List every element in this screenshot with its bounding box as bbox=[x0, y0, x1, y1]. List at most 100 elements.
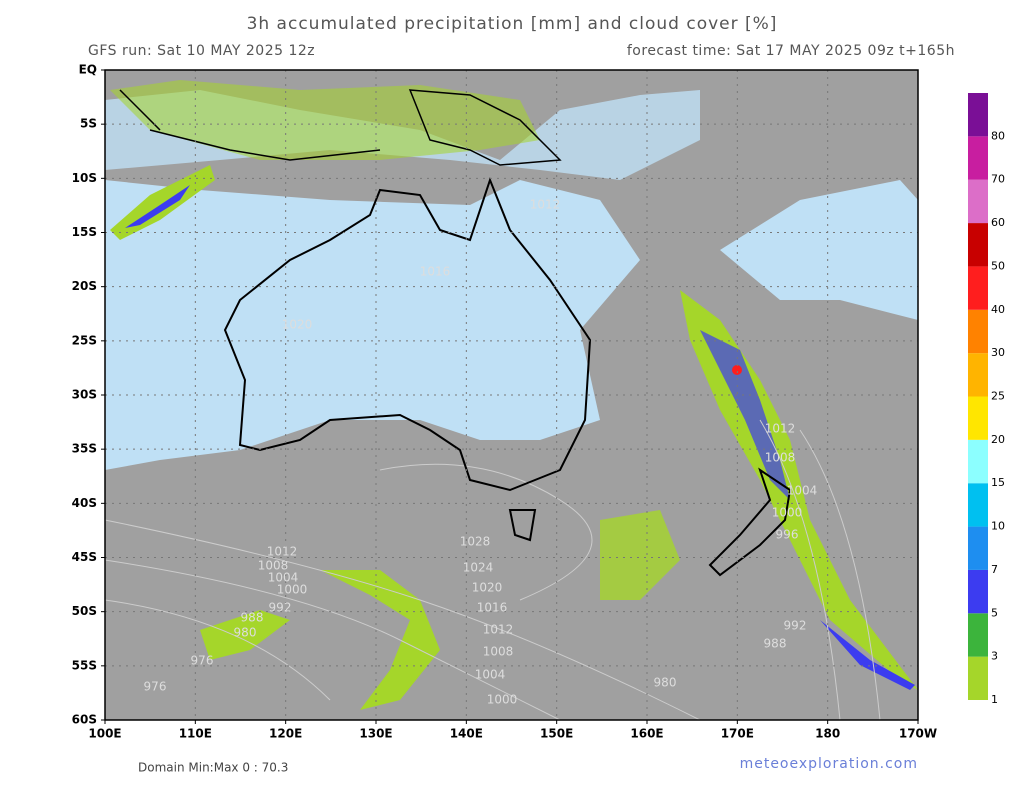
new-guinea-coast bbox=[408, 89, 562, 166]
colorbar-swatch bbox=[968, 656, 988, 700]
colorbar-label: 70 bbox=[991, 173, 1005, 186]
colorbar-swatch bbox=[968, 613, 988, 657]
colorbar-label: 25 bbox=[991, 390, 1005, 403]
lat-label: 45S bbox=[72, 550, 97, 564]
colorbar-label: 15 bbox=[991, 476, 1005, 489]
isobar-label: 996 bbox=[776, 528, 799, 542]
lat-label: 5S bbox=[80, 117, 97, 131]
isobar-label: 976 bbox=[191, 654, 214, 668]
rain-band bbox=[700, 330, 790, 500]
tasmania-coast bbox=[508, 509, 537, 542]
rain-band bbox=[600, 510, 680, 600]
colorbar-swatch bbox=[968, 569, 988, 614]
colorbar-swatch bbox=[968, 309, 988, 354]
colorbar-label: 10 bbox=[991, 520, 1005, 533]
lon-label: 130E bbox=[359, 727, 392, 741]
lon-label: 170E bbox=[721, 727, 754, 741]
new-zealand-coast bbox=[708, 467, 792, 577]
lon-label: 150E bbox=[540, 727, 573, 741]
graticule bbox=[105, 70, 918, 720]
lon-label: 170W bbox=[899, 727, 937, 741]
colorbar-label: 3 bbox=[991, 650, 998, 663]
isobar-label: 1016 bbox=[420, 265, 451, 279]
isobar-label: 992 bbox=[269, 601, 292, 615]
colorbar-swatch bbox=[968, 483, 988, 527]
clear-sky bbox=[105, 180, 640, 470]
isobar-label: 1016 bbox=[477, 601, 508, 615]
isobar-label: 1012 bbox=[530, 198, 561, 212]
lat-label: 20S bbox=[72, 279, 97, 293]
labels: EQ5S10S15S20S25S30S35S40S45S50S55S60S100… bbox=[72, 63, 1005, 741]
isobar-label: 1012 bbox=[483, 623, 514, 637]
lat-label: 30S bbox=[72, 388, 97, 402]
isobar-label: 1008 bbox=[483, 645, 514, 659]
colorbar-label: 5 bbox=[991, 606, 998, 619]
isobar-label: 976 bbox=[144, 680, 167, 694]
isobar-label: 1000 bbox=[772, 506, 803, 520]
colorbar-swatch bbox=[968, 93, 988, 137]
colorbar-label: 30 bbox=[991, 346, 1005, 359]
colorbar-swatch bbox=[968, 179, 988, 224]
isobar-label: 980 bbox=[234, 626, 257, 640]
lon-label: 140E bbox=[450, 727, 483, 741]
colorbar-label: 80 bbox=[991, 129, 1005, 142]
source: meteoexploration.com bbox=[740, 756, 918, 772]
lat-label: 40S bbox=[72, 496, 97, 510]
colorbar-label: 50 bbox=[991, 259, 1005, 272]
isobar-label: 988 bbox=[764, 637, 787, 651]
indonesia-coast bbox=[119, 89, 381, 161]
lon-label: 100E bbox=[88, 727, 121, 741]
colorbar-label: 60 bbox=[991, 216, 1005, 229]
isobar-label: 988 bbox=[241, 611, 264, 625]
lat-label: 55S bbox=[72, 658, 97, 672]
lat-label: EQ bbox=[79, 63, 97, 77]
lat-label: 25S bbox=[72, 333, 97, 347]
lat-label: 60S bbox=[72, 713, 97, 727]
colorbar-label: 20 bbox=[991, 433, 1005, 446]
rain-core bbox=[732, 365, 742, 375]
lat-label: 50S bbox=[72, 604, 97, 618]
isobar-label: 1008 bbox=[258, 559, 289, 573]
map bbox=[104, 69, 919, 721]
colorbar-label: 40 bbox=[991, 303, 1005, 316]
colorbar-swatch bbox=[968, 266, 988, 310]
isobar-label: 1024 bbox=[463, 561, 494, 575]
isobar-label: 1004 bbox=[268, 571, 299, 585]
clear-sky bbox=[720, 180, 918, 320]
rain-band bbox=[820, 620, 915, 690]
isobar-label: 980 bbox=[654, 676, 677, 690]
lon-label: 110E bbox=[179, 727, 212, 741]
run-info: GFS run: Sat 10 MAY 2025 12z bbox=[88, 43, 315, 59]
lon-label: 120E bbox=[269, 727, 302, 741]
colorbar-label: 7 bbox=[991, 563, 998, 576]
isobar-label: 1008 bbox=[765, 451, 796, 465]
domain-minmax: Domain Min:Max 0 : 70.3 bbox=[138, 761, 288, 775]
isobar-label: 1000 bbox=[487, 693, 518, 707]
colorbar-label: 1 bbox=[991, 693, 998, 706]
colorbar-swatch bbox=[968, 526, 988, 570]
isobar-label: 1012 bbox=[267, 545, 298, 559]
lon-label: 160E bbox=[630, 727, 663, 741]
isobar-label: 1020 bbox=[282, 318, 313, 332]
colorbar-swatch bbox=[968, 223, 988, 267]
lat-label: 15S bbox=[72, 225, 97, 239]
isobar-label: 1028 bbox=[460, 535, 491, 549]
isobar-label: 1004 bbox=[787, 484, 818, 498]
colorbar-swatch bbox=[968, 396, 988, 440]
colorbar-swatch bbox=[968, 136, 988, 180]
colorbar-swatch bbox=[968, 353, 988, 397]
title: 3h accumulated precipitation [mm] and cl… bbox=[247, 14, 778, 34]
isobar-label: 1012 bbox=[765, 422, 796, 436]
isobar-label: 1000 bbox=[277, 583, 308, 597]
lat-label: 35S bbox=[72, 442, 97, 456]
isobars bbox=[104, 419, 881, 721]
colorbar-swatch bbox=[968, 439, 988, 484]
isobar-label: 992 bbox=[784, 619, 807, 633]
rain-band bbox=[200, 610, 290, 660]
australia-coast bbox=[223, 177, 592, 492]
lon-label: 180 bbox=[815, 727, 840, 741]
forecast-info: forecast time: Sat 17 MAY 2025 09z t+165… bbox=[627, 43, 955, 59]
lat-label: 10S bbox=[72, 171, 97, 185]
isobar-label: 1020 bbox=[472, 581, 503, 595]
